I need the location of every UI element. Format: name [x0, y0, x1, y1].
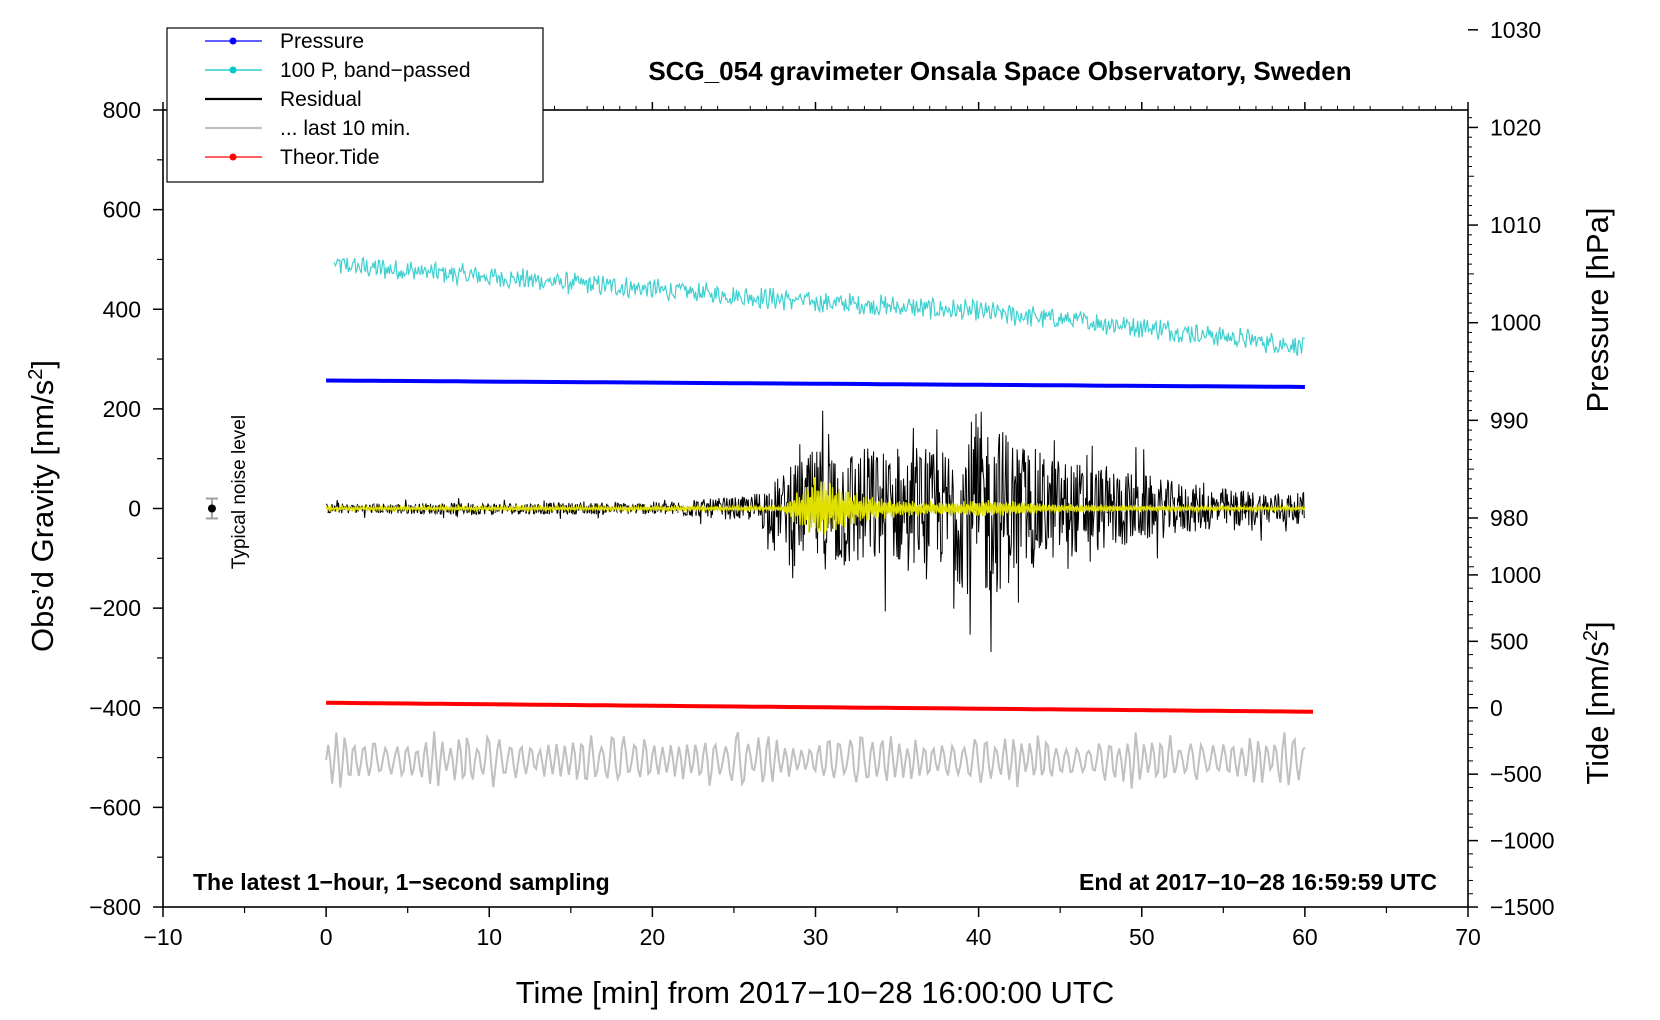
tide-tick-label: −1000: [1490, 828, 1555, 854]
pressure-tick-label: 1030: [1490, 17, 1541, 43]
x-axis-label: Time [min] from 2017−10−28 16:00:00 UTC: [516, 975, 1115, 1010]
series-last-10-min: [325, 731, 1306, 789]
tide-tick-label: 500: [1490, 628, 1528, 654]
noise-point: [207, 504, 216, 513]
x-tick-label: 30: [803, 924, 829, 950]
y-axis-label-pressure: Pressure [hPa]: [1580, 207, 1615, 412]
y-axis-label-left-end: ]: [25, 360, 60, 369]
y-axis-label-tide: Tide [nm/s2]: [1580, 621, 1615, 784]
x-tick-label: 70: [1455, 924, 1481, 950]
series-yellow-filtered: [325, 477, 1306, 535]
chart-title: SCG_054 gravimeter Onsala Space Observat…: [648, 56, 1351, 86]
tide-tick-label: 0: [1490, 695, 1503, 721]
series-residual: [325, 410, 1306, 653]
y-tick-label: 400: [103, 296, 141, 322]
series-theoretical-tide: [326, 700, 1314, 714]
y-axis-label-left-main: Obs’d Gravity [nm/s: [25, 380, 60, 652]
x-tick-label: 40: [966, 924, 992, 950]
legend-marker: [229, 66, 237, 74]
y-tick-label: −600: [89, 794, 141, 820]
noise-level-label: Typical noise level: [229, 415, 250, 569]
y-tick-label: 600: [103, 197, 141, 223]
y-axis-label-tide-main: Tide [nm/s: [1580, 641, 1615, 785]
y-axis-label-tide-end: ]: [1580, 621, 1615, 630]
annotation-end-time: End at 2017−10−28 16:59:59 UTC: [1079, 869, 1437, 895]
pressure-tick-label: 990: [1490, 407, 1528, 433]
legend-label: Theor.Tide: [280, 146, 380, 169]
y-tick-label: −200: [89, 595, 141, 621]
tide-tick-label: −500: [1490, 761, 1542, 787]
pressure-tick-label: 1010: [1490, 212, 1541, 238]
x-tick-label: −10: [143, 924, 182, 950]
series-band-passed-pressure: [333, 256, 1306, 356]
x-tick-label: 20: [640, 924, 666, 950]
pressure-tick-label: 980: [1490, 505, 1528, 531]
tide-tick-label: −1500: [1490, 894, 1555, 920]
legend-label: Residual: [280, 88, 362, 111]
annotation-sampling: The latest 1−hour, 1−second sampling: [193, 869, 610, 895]
series-pressure: [326, 378, 1305, 389]
noise-level-marker: [205, 497, 218, 520]
pressure-tick-label: 1000: [1490, 310, 1541, 336]
y-tick-label: 200: [103, 396, 141, 422]
y-tick-label: −400: [89, 695, 141, 721]
x-tick-label: 0: [320, 924, 333, 950]
legend-label: ... last 10 min.: [280, 117, 411, 140]
tide-tick-label: 1000: [1490, 562, 1541, 588]
y-tick-label: 800: [103, 97, 141, 123]
y-tick-label: −800: [89, 894, 141, 920]
legend-label: 100 P, band−passed: [280, 59, 471, 82]
tick-layer: −10 0 10 20 30 40 50 60 70−800−600−400−200020040…: [89, 17, 1554, 950]
legend-label: Pressure: [280, 30, 364, 53]
x-tick-label: 10: [476, 924, 502, 950]
x-tick-label: 50: [1129, 924, 1155, 950]
series-layer: [325, 256, 1314, 789]
legend-marker: [229, 37, 237, 45]
y-tick-label: 0: [128, 496, 141, 522]
legend: Pressure 100 P, band−passed Residual ... la…: [166, 27, 544, 183]
legend-marker: [229, 153, 237, 161]
x-tick-label: 60: [1292, 924, 1318, 950]
pressure-tick-label: 1020: [1490, 114, 1541, 140]
y-axis-label-tide-sup: 2: [1580, 630, 1602, 641]
y-axis-label-left: Obs’d Gravity [nm/s2]: [25, 360, 60, 652]
y-axis-label-left-sup: 2: [25, 369, 47, 380]
